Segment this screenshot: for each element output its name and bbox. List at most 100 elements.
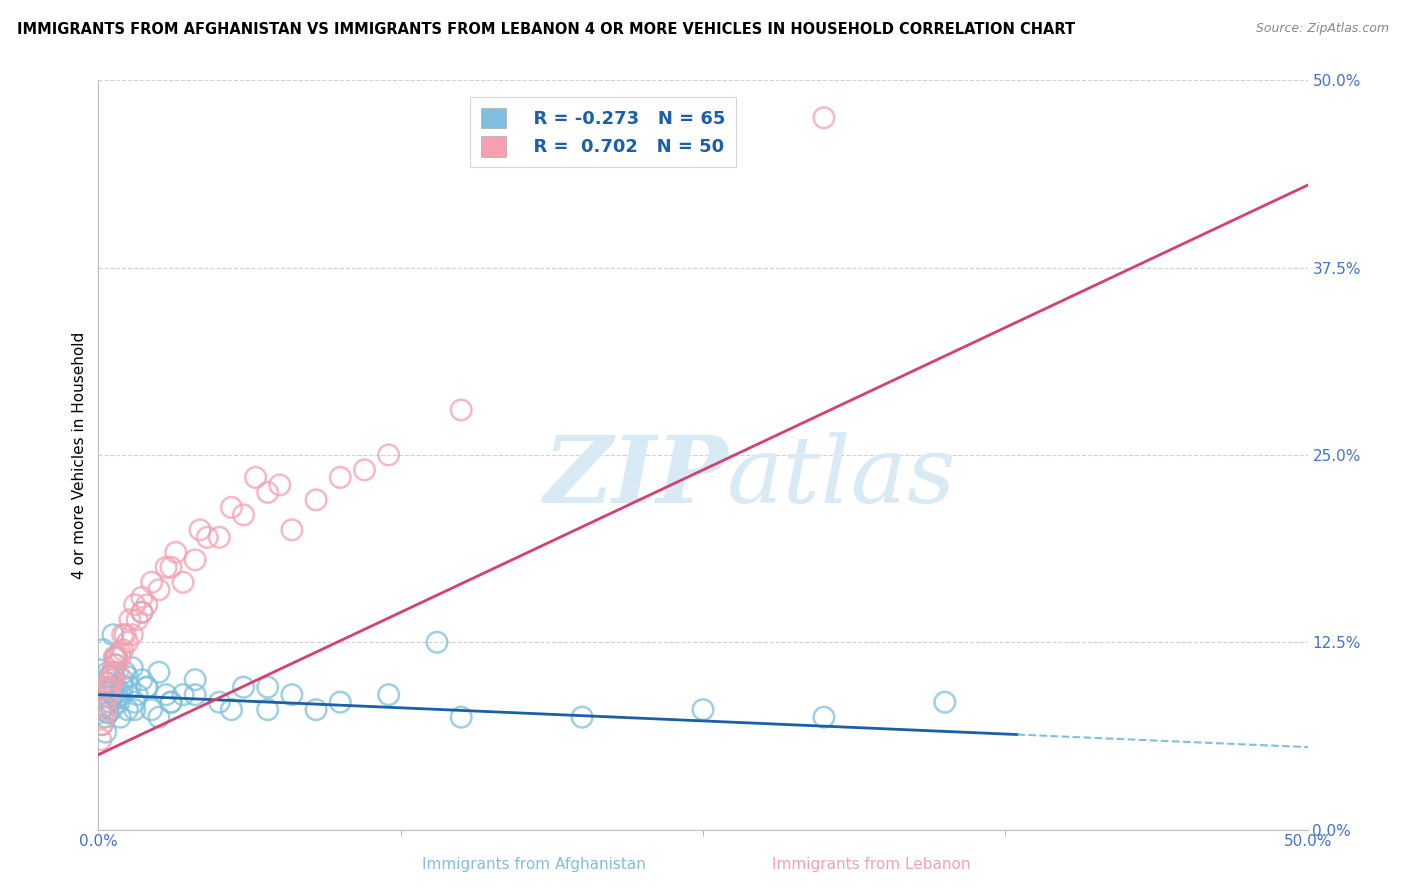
Point	[124, 703, 146, 717]
Point	[256, 485, 278, 500]
Point	[91, 717, 114, 731]
Point	[101, 628, 124, 642]
Point	[91, 642, 114, 657]
Point	[90, 703, 112, 717]
Point	[256, 680, 278, 694]
Point	[111, 680, 134, 694]
Point	[94, 725, 117, 739]
Point	[100, 684, 122, 698]
Point	[110, 688, 132, 702]
Point	[121, 628, 143, 642]
Point	[450, 710, 472, 724]
Point	[93, 699, 115, 714]
Point	[100, 680, 122, 694]
Point	[221, 703, 243, 717]
Point	[135, 680, 157, 694]
Point	[426, 635, 449, 649]
Point	[114, 665, 136, 680]
Point	[208, 695, 231, 709]
Point	[131, 605, 153, 619]
Point	[100, 703, 122, 717]
Legend:   R = -0.273   N = 65,   R =  0.702   N = 50: R = -0.273 N = 65, R = 0.702 N = 50	[470, 97, 735, 168]
Point	[305, 492, 328, 507]
Point	[195, 530, 218, 544]
Text: Immigrants from Lebanon: Immigrants from Lebanon	[772, 857, 972, 872]
Point	[101, 673, 124, 687]
Y-axis label: 4 or more Vehicles in Household: 4 or more Vehicles in Household	[72, 331, 87, 579]
Point	[108, 650, 131, 665]
Point	[100, 695, 122, 709]
Point	[91, 680, 114, 694]
Point	[100, 665, 122, 680]
Point	[98, 673, 121, 687]
Point	[329, 470, 352, 484]
Point	[571, 710, 593, 724]
Point	[155, 560, 177, 574]
Point	[135, 598, 157, 612]
Point	[188, 523, 211, 537]
Point	[127, 688, 149, 702]
Point	[184, 553, 207, 567]
Point	[165, 545, 187, 559]
Point	[155, 688, 177, 702]
Point	[135, 680, 157, 694]
Point	[90, 732, 112, 747]
Point	[450, 403, 472, 417]
Point	[172, 575, 194, 590]
Point	[118, 680, 141, 694]
Point	[94, 710, 117, 724]
Point	[104, 650, 127, 665]
Point	[111, 673, 134, 687]
Point	[117, 635, 139, 649]
Point	[124, 695, 146, 709]
Point	[118, 613, 141, 627]
Point	[117, 670, 139, 684]
Point	[281, 523, 304, 537]
Point	[377, 688, 399, 702]
Point	[96, 675, 118, 690]
Point	[184, 688, 207, 702]
Point	[111, 628, 134, 642]
Point	[232, 680, 254, 694]
Point	[124, 598, 146, 612]
Point	[94, 703, 117, 717]
Point	[329, 695, 352, 709]
Point	[813, 111, 835, 125]
Point	[141, 703, 163, 717]
Point	[208, 530, 231, 544]
Point	[101, 665, 124, 680]
Point	[184, 673, 207, 687]
Point	[131, 605, 153, 619]
Point	[108, 695, 131, 709]
Text: Immigrants from Afghanistan: Immigrants from Afghanistan	[422, 857, 647, 872]
Point	[232, 508, 254, 522]
Point	[148, 582, 170, 597]
Point	[305, 703, 328, 717]
Point	[108, 646, 131, 660]
Point	[353, 463, 375, 477]
Point	[141, 575, 163, 590]
Point	[148, 665, 170, 680]
Point	[111, 642, 134, 657]
Point	[160, 695, 183, 709]
Point	[813, 710, 835, 724]
Text: atlas: atlas	[727, 433, 956, 523]
Point	[91, 710, 114, 724]
Point	[127, 613, 149, 627]
Point	[104, 657, 127, 672]
Point	[117, 703, 139, 717]
Point	[281, 688, 304, 702]
Point	[121, 661, 143, 675]
Point	[114, 628, 136, 642]
Point	[108, 684, 131, 698]
Point	[160, 695, 183, 709]
Text: IMMIGRANTS FROM AFGHANISTAN VS IMMIGRANTS FROM LEBANON 4 OR MORE VEHICLES IN HOU: IMMIGRANTS FROM AFGHANISTAN VS IMMIGRANT…	[17, 22, 1076, 37]
Point	[97, 706, 120, 720]
Text: Source: ZipAtlas.com: Source: ZipAtlas.com	[1256, 22, 1389, 36]
Point	[108, 710, 131, 724]
Point	[93, 695, 115, 709]
Point	[104, 657, 127, 672]
Text: ZIP: ZIP	[543, 433, 727, 523]
Point	[245, 470, 267, 484]
Point	[96, 680, 118, 694]
